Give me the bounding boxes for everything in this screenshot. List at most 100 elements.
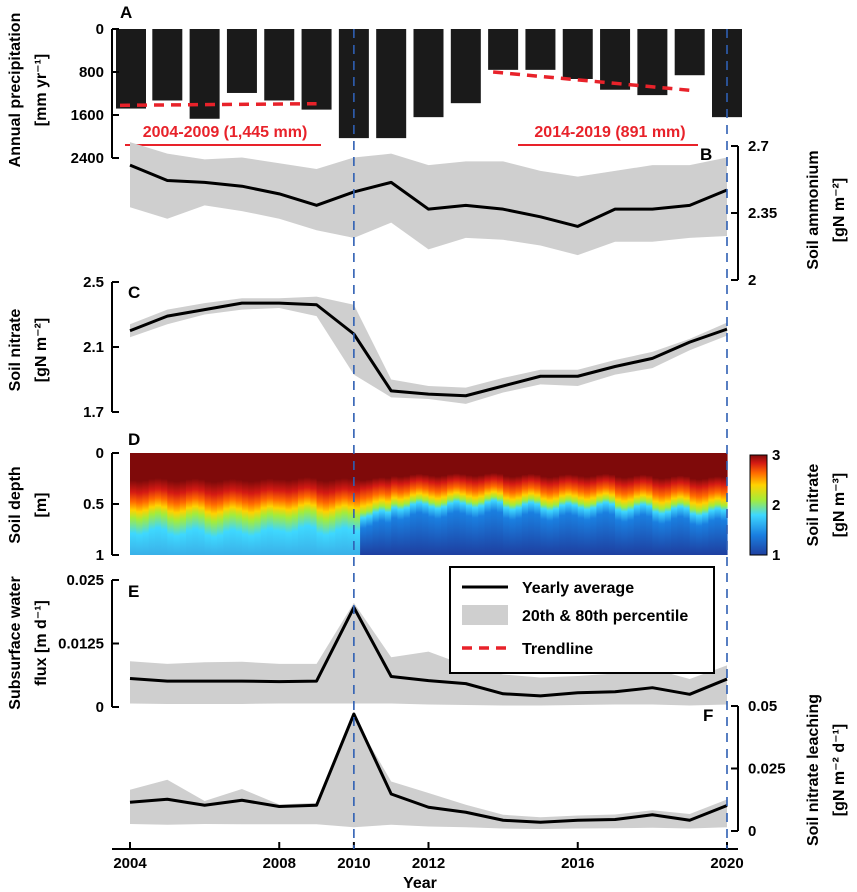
heat-cell xyxy=(447,453,454,555)
heat-cell xyxy=(720,453,728,555)
heat-cell xyxy=(297,453,305,555)
heat-cell xyxy=(496,453,504,555)
y-tick-label-d: 0 xyxy=(96,445,104,462)
heat-cell xyxy=(360,453,367,555)
heat-cell xyxy=(285,453,293,555)
precip-bar xyxy=(450,29,481,104)
heat-cell xyxy=(185,453,193,555)
heat-cell xyxy=(266,453,274,555)
colorbar-tick-label: 3 xyxy=(772,447,780,464)
y-tick-label-f: 0 xyxy=(748,823,756,840)
heat-cell xyxy=(241,453,249,555)
heat-cell xyxy=(291,453,299,555)
precip-bar xyxy=(413,29,444,118)
heat-cell xyxy=(210,453,218,555)
y-tick-label-e: 0 xyxy=(96,699,104,716)
panel-label-d: D xyxy=(128,430,140,449)
heat-cell xyxy=(248,453,255,555)
heat-cell xyxy=(316,453,324,555)
x-tick-label: 2020 xyxy=(710,855,743,872)
y-tick-label-c: 2.1 xyxy=(83,339,104,356)
heat-cell xyxy=(329,453,336,555)
heat-cell xyxy=(602,453,610,555)
y-unit-d: [m] xyxy=(33,493,50,518)
percentile-band xyxy=(130,602,727,706)
heat-cell xyxy=(565,453,573,555)
panel-c-plot xyxy=(129,296,728,404)
x-tick-label: 2004 xyxy=(113,855,147,872)
heat-cell xyxy=(621,453,629,555)
y-label-b: Soil ammonium xyxy=(805,150,822,269)
heat-cell xyxy=(639,453,647,555)
precip-bar xyxy=(116,29,146,109)
heat-cell xyxy=(472,453,479,555)
heat-cell xyxy=(689,453,697,555)
precip-bar xyxy=(376,29,407,139)
percentile-band xyxy=(130,717,727,829)
yearly-average-line xyxy=(129,301,728,398)
heat-cell xyxy=(161,453,168,555)
precip-bar xyxy=(152,29,183,101)
y-label-d: Soil depth xyxy=(7,466,24,543)
heat-cell xyxy=(341,453,349,555)
heat-cell xyxy=(235,453,243,555)
heat-cell xyxy=(409,453,417,555)
heat-cell xyxy=(671,453,678,555)
heat-cell xyxy=(615,453,622,555)
heat-cell xyxy=(646,453,653,555)
heat-cell xyxy=(559,453,566,555)
y-tick-label-f: 0.025 xyxy=(748,761,786,778)
heat-cell xyxy=(416,453,423,555)
y-axis-d: 00.51 xyxy=(83,445,119,564)
heat-cell xyxy=(695,453,703,555)
heat-cell xyxy=(403,453,411,555)
heat-cell xyxy=(173,453,181,555)
heat-cell xyxy=(167,453,175,555)
legend-label-average: Yearly average xyxy=(522,580,634,597)
y-tick-label-b: 2 xyxy=(748,272,756,289)
y-tick-label-a: 1600 xyxy=(71,107,104,124)
x-tick-label: 2012 xyxy=(412,855,445,872)
y-axis-e: 0 0.0125 0.025 xyxy=(58,572,119,716)
precip-bar xyxy=(264,29,295,101)
panel-a-bars xyxy=(116,29,742,139)
precip-bar xyxy=(712,29,742,118)
heat-cell xyxy=(347,453,355,555)
legend-label-percentile: 20th & 80th percentile xyxy=(522,608,688,625)
y-axis-f: 0 0.025 0.05 xyxy=(731,698,786,840)
y-tick-label-a: 800 xyxy=(79,64,104,81)
heat-cell xyxy=(571,453,579,555)
heat-cell xyxy=(633,453,641,555)
y-tick-label-b: 2.7 xyxy=(748,138,769,155)
heat-cell xyxy=(702,453,709,555)
y-label-a: Annual precipitation xyxy=(7,13,24,168)
heat-cell xyxy=(130,453,137,555)
heat-cell xyxy=(434,453,442,555)
heat-cell xyxy=(583,453,591,555)
panel-e-plot xyxy=(129,602,728,706)
y-label-f: Soil nitrate leaching xyxy=(805,694,822,846)
y-axis-a: 0 800 1600 2400 xyxy=(71,21,119,167)
colorbar-label: Soil nitrate xyxy=(805,464,822,547)
y-tick-label-e: 0.025 xyxy=(66,572,104,589)
panel-label-f: F xyxy=(703,706,713,725)
panel-label-c: C xyxy=(128,283,140,302)
heatmap xyxy=(130,453,728,555)
heat-cell xyxy=(577,453,585,555)
precip-bar xyxy=(226,29,257,93)
percentile-band xyxy=(130,296,727,404)
heat-cell xyxy=(422,453,430,555)
precip-bar xyxy=(562,29,593,79)
colorbar xyxy=(749,454,768,556)
y-tick-label-a: 0 xyxy=(96,21,104,38)
panel-label-a: A xyxy=(120,3,132,22)
heat-cell xyxy=(546,453,554,555)
precip-bar xyxy=(301,29,332,110)
heat-cell xyxy=(310,453,318,555)
heat-cell xyxy=(335,453,343,555)
heat-cell xyxy=(136,453,144,555)
heat-cell xyxy=(465,453,473,555)
legend-label-trendline: Trendline xyxy=(522,641,593,658)
heat-cell xyxy=(273,453,280,555)
